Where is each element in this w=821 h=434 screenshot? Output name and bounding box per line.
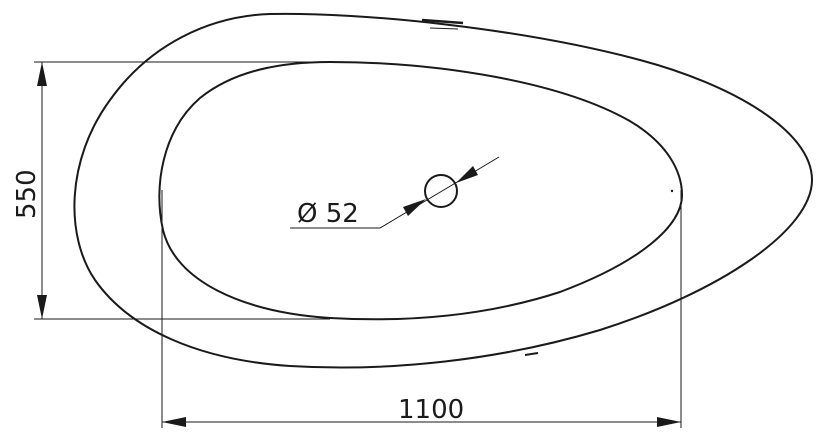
drain-diameter-label: Ø 52: [297, 199, 359, 229]
width-dimension-label: 1100: [398, 395, 464, 425]
drain-arrow-upper: [456, 166, 478, 183]
width-arrow-left: [162, 417, 186, 427]
basin-edge-dot: [670, 189, 674, 193]
overflow-slot-mark-inner: [429, 27, 459, 30]
drain-hole: [424, 174, 458, 208]
overflow-slot-mark: [421, 18, 464, 25]
height-dimension-label: 550: [12, 169, 42, 219]
inner-basin-outline: [158, 61, 683, 321]
height-arrow-top: [37, 62, 47, 86]
width-arrow-right: [657, 417, 681, 427]
outer-rim-outline: [73, 12, 813, 369]
drain-arrow-lower: [403, 199, 426, 216]
lower-rim-mark: [524, 352, 539, 356]
height-arrow-bottom: [37, 295, 47, 319]
